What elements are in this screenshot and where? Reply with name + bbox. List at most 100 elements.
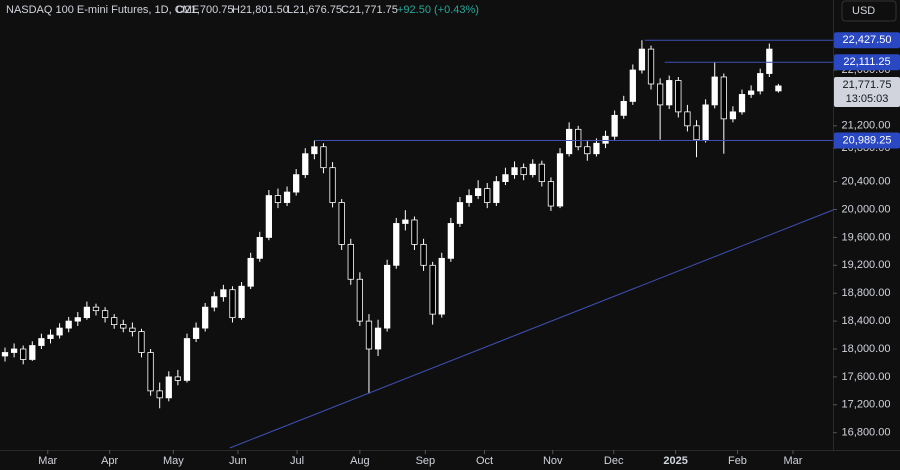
candle-body [174, 376, 182, 381]
candle-body [656, 83, 664, 106]
candle-body [65, 320, 72, 329]
candle-body [711, 76, 718, 106]
candle-body [411, 219, 418, 245]
ohlc-high: H21,801.50 [232, 4, 289, 16]
candle-body [192, 327, 200, 339]
candle-body [438, 257, 445, 315]
candle-body [120, 324, 127, 329]
candle-body [202, 306, 209, 329]
candle-body [302, 153, 309, 176]
candle-body [1, 352, 9, 357]
candle-body [465, 195, 473, 203]
ohlc-close: C21,771.75 [341, 4, 398, 16]
candle-body [320, 146, 327, 169]
candle-body [666, 80, 673, 106]
candle-body [584, 146, 591, 155]
candle-body [265, 195, 273, 238]
candle-body [38, 338, 45, 346]
candle-body [402, 219, 409, 224]
x-tick-label: Jul [290, 455, 304, 467]
candle-body [338, 202, 345, 245]
price-line-label: 22,111.25 [843, 56, 890, 68]
change: +92.50 (+0.43%) [397, 4, 479, 16]
candle-body [547, 181, 555, 207]
candle-body [238, 285, 245, 319]
currency-label[interactable]: USD [852, 5, 875, 17]
y-tick-label: 18,800.00 [842, 287, 891, 299]
candle-body [520, 167, 527, 176]
candle-body [575, 128, 582, 148]
candle-body [456, 202, 464, 224]
y-tick-label: 21,200.00 [842, 120, 891, 132]
candle-body [74, 317, 81, 322]
candle-body [211, 296, 218, 308]
candle-body [602, 135, 609, 144]
candle-body [138, 331, 145, 353]
candle-body [611, 114, 618, 137]
candle-body [729, 111, 737, 120]
x-tick-label: Mar [38, 455, 57, 467]
candle-body [647, 48, 655, 85]
candle-body [47, 334, 54, 339]
candle-body [747, 90, 755, 95]
x-tick-label: Feb [728, 455, 747, 467]
currency-button[interactable] [841, 0, 897, 22]
candle-body [775, 85, 782, 92]
candle-body [329, 167, 336, 203]
price-line-label: 22,427.50 [843, 34, 892, 46]
candle-body [283, 191, 291, 203]
candle-body [493, 181, 500, 203]
candle-body [538, 163, 545, 183]
y-tick-label: 20,000.00 [842, 203, 891, 215]
x-tick-label: Oct [476, 455, 493, 467]
candle-body [56, 327, 63, 336]
candle-body [147, 352, 154, 392]
candle-body [347, 243, 354, 280]
ohlc-open: O21,700.75 [176, 4, 234, 16]
x-tick-label: Mar [783, 455, 802, 467]
candle-body [720, 76, 727, 120]
candle-body [529, 163, 536, 176]
price-line-label-box [834, 54, 900, 71]
candle-body [447, 223, 454, 259]
last-price-label: 21,771.75 [843, 79, 892, 91]
candle-body [638, 48, 646, 71]
candle-body [29, 345, 36, 360]
candle-body [511, 167, 518, 176]
candle-body [256, 237, 263, 259]
candle-body [702, 104, 709, 141]
symbol-title: NASDAQ 100 E-mini Futures, 1D, CME [6, 4, 199, 16]
candle-body [475, 188, 482, 196]
candle-body [274, 195, 282, 203]
candle-body [684, 111, 691, 127]
candle-body [429, 264, 436, 315]
candle-body [629, 69, 636, 102]
candle-body [675, 80, 682, 113]
x-tick-label: Jun [229, 455, 247, 467]
candle-body [757, 73, 764, 92]
x-tick-label: Apr [101, 455, 118, 467]
y-tick-label: 19,600.00 [842, 231, 891, 243]
candle-body [83, 306, 91, 319]
candle-body [220, 289, 227, 298]
candle-body [165, 376, 172, 399]
y-tick-label: 19,200.00 [842, 259, 891, 271]
y-tick-label: 16,800.00 [842, 427, 891, 439]
y-tick-label: 18,000.00 [842, 343, 891, 355]
candle-body [356, 278, 363, 322]
candle-body [129, 327, 136, 332]
candle-body [183, 338, 191, 381]
trendline [229, 209, 834, 449]
candle-body [374, 327, 382, 350]
candle-body [693, 125, 700, 141]
candle-body [311, 146, 318, 155]
y-tick-label: 20,400.00 [842, 176, 891, 188]
y-tick-label: 17,600.00 [842, 371, 891, 383]
price-line-label: 20,989.25 [843, 134, 892, 146]
candle-body [247, 257, 254, 287]
candle-body [111, 317, 118, 325]
x-tick-label: Sep [416, 455, 436, 467]
candle-body [593, 142, 600, 155]
candle-body [10, 348, 18, 353]
